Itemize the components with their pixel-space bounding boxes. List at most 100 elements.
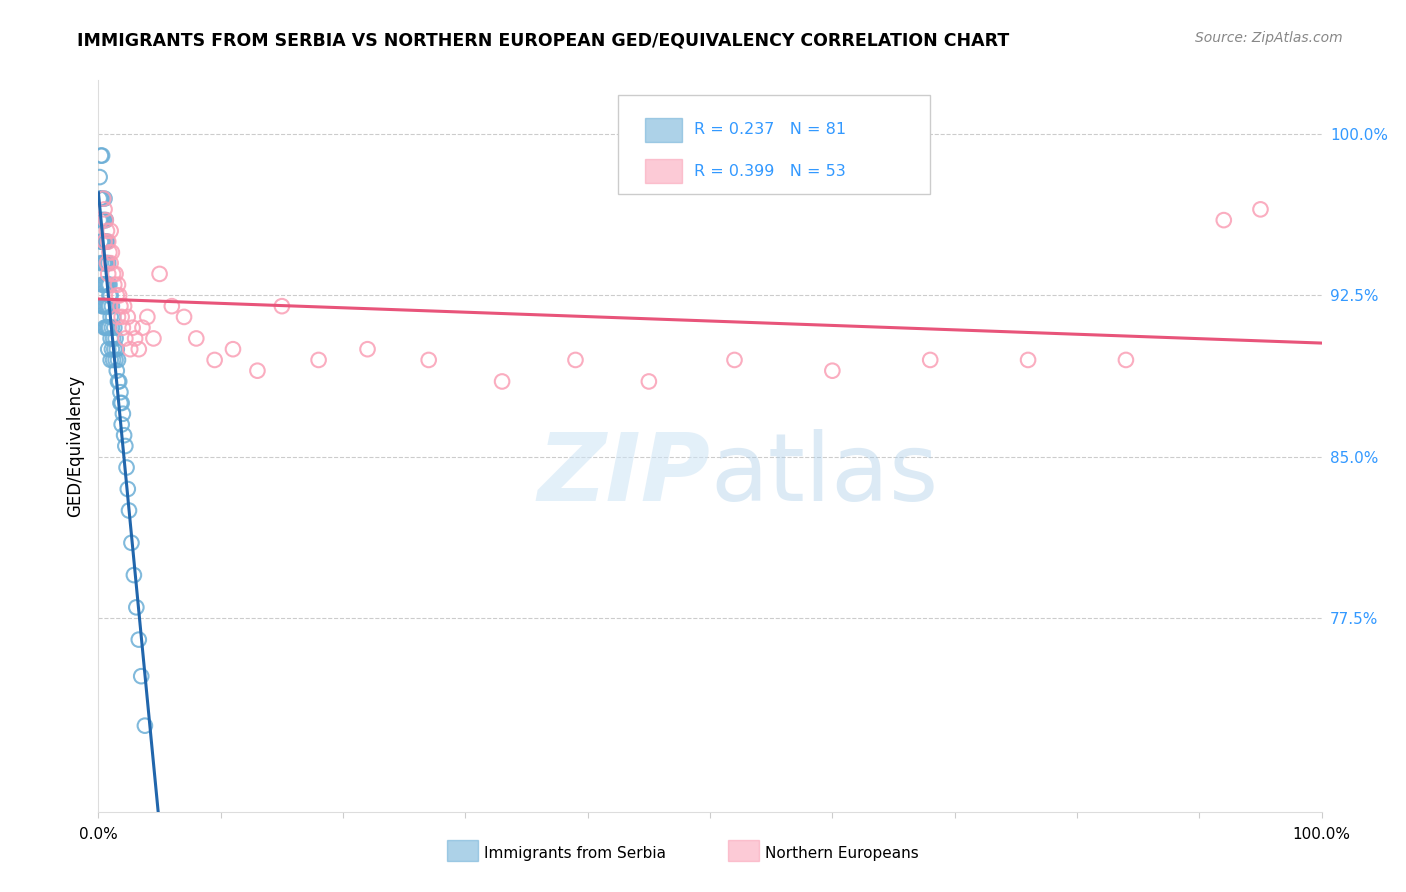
Point: [91, 148, 114, 162]
Point: [91, 256, 114, 270]
Point: [111, 396, 134, 410]
Point: [97, 320, 120, 334]
Text: 0.0%: 0.0%: [79, 827, 118, 842]
Point: [105, 342, 128, 356]
Point: [100, 310, 122, 324]
Point: [90, 235, 112, 249]
Point: [117, 482, 139, 496]
Point: [125, 600, 148, 615]
Text: R = 0.237   N = 81: R = 0.237 N = 81: [695, 122, 846, 137]
Point: [89, 213, 111, 227]
Text: atlas: atlas: [710, 429, 938, 521]
Point: [107, 310, 129, 324]
Point: [637, 375, 661, 389]
Point: [491, 375, 513, 389]
Point: [104, 353, 127, 368]
Text: 100.0%: 100.0%: [1292, 827, 1351, 842]
Point: [101, 342, 124, 356]
Point: [98, 288, 121, 302]
Point: [91, 299, 114, 313]
FancyBboxPatch shape: [447, 840, 478, 862]
Point: [93, 235, 115, 249]
Point: [96, 277, 118, 292]
Point: [97, 267, 120, 281]
Point: [98, 277, 121, 292]
Point: [107, 277, 129, 292]
Point: [101, 320, 124, 334]
Point: [111, 407, 134, 421]
Point: [246, 364, 269, 378]
Point: [108, 375, 131, 389]
Point: [103, 320, 125, 334]
Text: Immigrants from Serbia: Immigrants from Serbia: [484, 846, 665, 861]
Point: [90, 256, 112, 270]
Point: [111, 417, 134, 432]
Point: [564, 353, 586, 368]
Point: [97, 256, 120, 270]
Point: [93, 192, 115, 206]
Point: [128, 632, 150, 647]
Point: [117, 310, 139, 324]
FancyBboxPatch shape: [645, 119, 682, 142]
Point: [101, 245, 124, 260]
Point: [97, 342, 120, 356]
Point: [93, 256, 115, 270]
Point: [100, 224, 122, 238]
Point: [96, 256, 118, 270]
Point: [94, 213, 117, 227]
Point: [98, 320, 121, 334]
Point: [103, 342, 125, 356]
Point: [134, 719, 156, 733]
Point: [107, 353, 129, 368]
Point: [110, 396, 132, 410]
Point: [120, 536, 142, 550]
Point: [111, 320, 134, 334]
Point: [142, 331, 165, 345]
Point: [356, 342, 378, 356]
Point: [97, 235, 120, 249]
Point: [96, 235, 118, 249]
Point: [104, 267, 127, 281]
Point: [91, 213, 114, 227]
Point: [920, 353, 942, 368]
Point: [107, 375, 129, 389]
Point: [104, 331, 127, 345]
Point: [124, 331, 146, 345]
Text: Source: ZipAtlas.com: Source: ZipAtlas.com: [1195, 31, 1343, 45]
Point: [1115, 353, 1137, 368]
Point: [91, 192, 114, 206]
Point: [91, 213, 114, 227]
FancyBboxPatch shape: [728, 840, 759, 862]
Point: [204, 353, 226, 368]
Point: [94, 299, 117, 313]
Point: [110, 299, 132, 313]
FancyBboxPatch shape: [645, 160, 682, 183]
Point: [100, 331, 122, 345]
Point: [418, 353, 440, 368]
Point: [96, 320, 118, 334]
Point: [115, 460, 138, 475]
Point: [93, 213, 115, 227]
Point: [91, 277, 114, 292]
Point: [308, 353, 330, 368]
Point: [186, 331, 208, 345]
Point: [94, 320, 117, 334]
Point: [94, 213, 117, 227]
Point: [93, 277, 115, 292]
Point: [101, 267, 124, 281]
Point: [90, 213, 112, 227]
Point: [120, 342, 142, 356]
Point: [105, 364, 128, 378]
Point: [101, 353, 124, 368]
Y-axis label: GED/Equivalency: GED/Equivalency: [66, 375, 84, 517]
Point: [173, 310, 195, 324]
Point: [97, 277, 120, 292]
Point: [100, 353, 122, 368]
Point: [89, 192, 111, 206]
Point: [93, 235, 115, 249]
Point: [118, 503, 141, 517]
Point: [98, 299, 121, 313]
Text: ZIP: ZIP: [537, 429, 710, 521]
Text: IMMIGRANTS FROM SERBIA VS NORTHERN EUROPEAN GED/EQUIVALENCY CORRELATION CHART: IMMIGRANTS FROM SERBIA VS NORTHERN EUROP…: [77, 31, 1010, 49]
Point: [101, 310, 124, 324]
